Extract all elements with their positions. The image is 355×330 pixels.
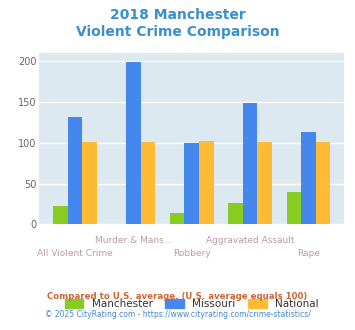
Bar <box>170 213 184 224</box>
Bar <box>199 141 214 224</box>
Text: Robbery: Robbery <box>173 249 211 258</box>
Text: Murder & Mans...: Murder & Mans... <box>94 236 172 245</box>
Text: All Violent Crime: All Violent Crime <box>37 249 113 258</box>
Bar <box>126 62 141 224</box>
Legend: Manchester, Missouri, National: Manchester, Missouri, National <box>60 295 323 314</box>
Bar <box>141 142 155 224</box>
Text: 2018 Manchester: 2018 Manchester <box>110 8 245 22</box>
Bar <box>243 104 257 224</box>
Text: Compared to U.S. average. (U.S. average equals 100): Compared to U.S. average. (U.S. average … <box>47 292 308 301</box>
Bar <box>53 206 67 224</box>
Text: © 2025 CityRating.com - https://www.cityrating.com/crime-statistics/: © 2025 CityRating.com - https://www.city… <box>45 310 310 319</box>
Text: Violent Crime Comparison: Violent Crime Comparison <box>76 25 279 39</box>
Bar <box>286 192 301 224</box>
Bar <box>301 132 316 224</box>
Bar <box>257 142 272 224</box>
Bar <box>82 142 97 224</box>
Text: Rape: Rape <box>297 249 320 258</box>
Bar <box>228 203 243 224</box>
Text: Aggravated Assault: Aggravated Assault <box>206 236 294 245</box>
Bar <box>316 142 331 224</box>
Bar <box>67 116 82 224</box>
Bar <box>184 143 199 224</box>
